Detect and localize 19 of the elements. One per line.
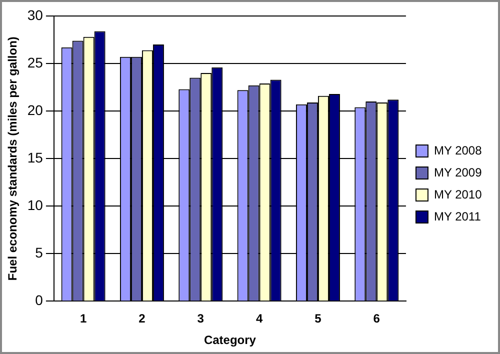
- x-tick-label: 3: [197, 312, 204, 326]
- y-tick-label: 20: [27, 102, 44, 118]
- y-axis-title: Fuel economy standards (miles per gallon): [6, 36, 20, 281]
- x-tick-label: 5: [314, 312, 322, 326]
- y-tick-label: 25: [27, 54, 44, 70]
- y-tick-label: 15: [27, 149, 44, 166]
- legend-label: MY 2011: [434, 209, 482, 224]
- x-tick-label: 1: [80, 312, 87, 326]
- y-tick-label: 0: [35, 292, 44, 308]
- legend-label: MY 2008: [434, 143, 482, 158]
- x-tick-label: 6: [373, 312, 380, 326]
- legend-label: MY 2009: [434, 165, 482, 180]
- x-axis-title: Category: [204, 333, 256, 348]
- legend-label: MY 2010: [434, 187, 482, 202]
- x-tick-label: 2: [138, 312, 146, 326]
- y-tick-label: 30: [27, 6, 44, 23]
- y-tick-label: 5: [35, 244, 44, 261]
- y-tick-label: 10: [27, 196, 44, 213]
- x-tick-label: 4: [256, 312, 263, 326]
